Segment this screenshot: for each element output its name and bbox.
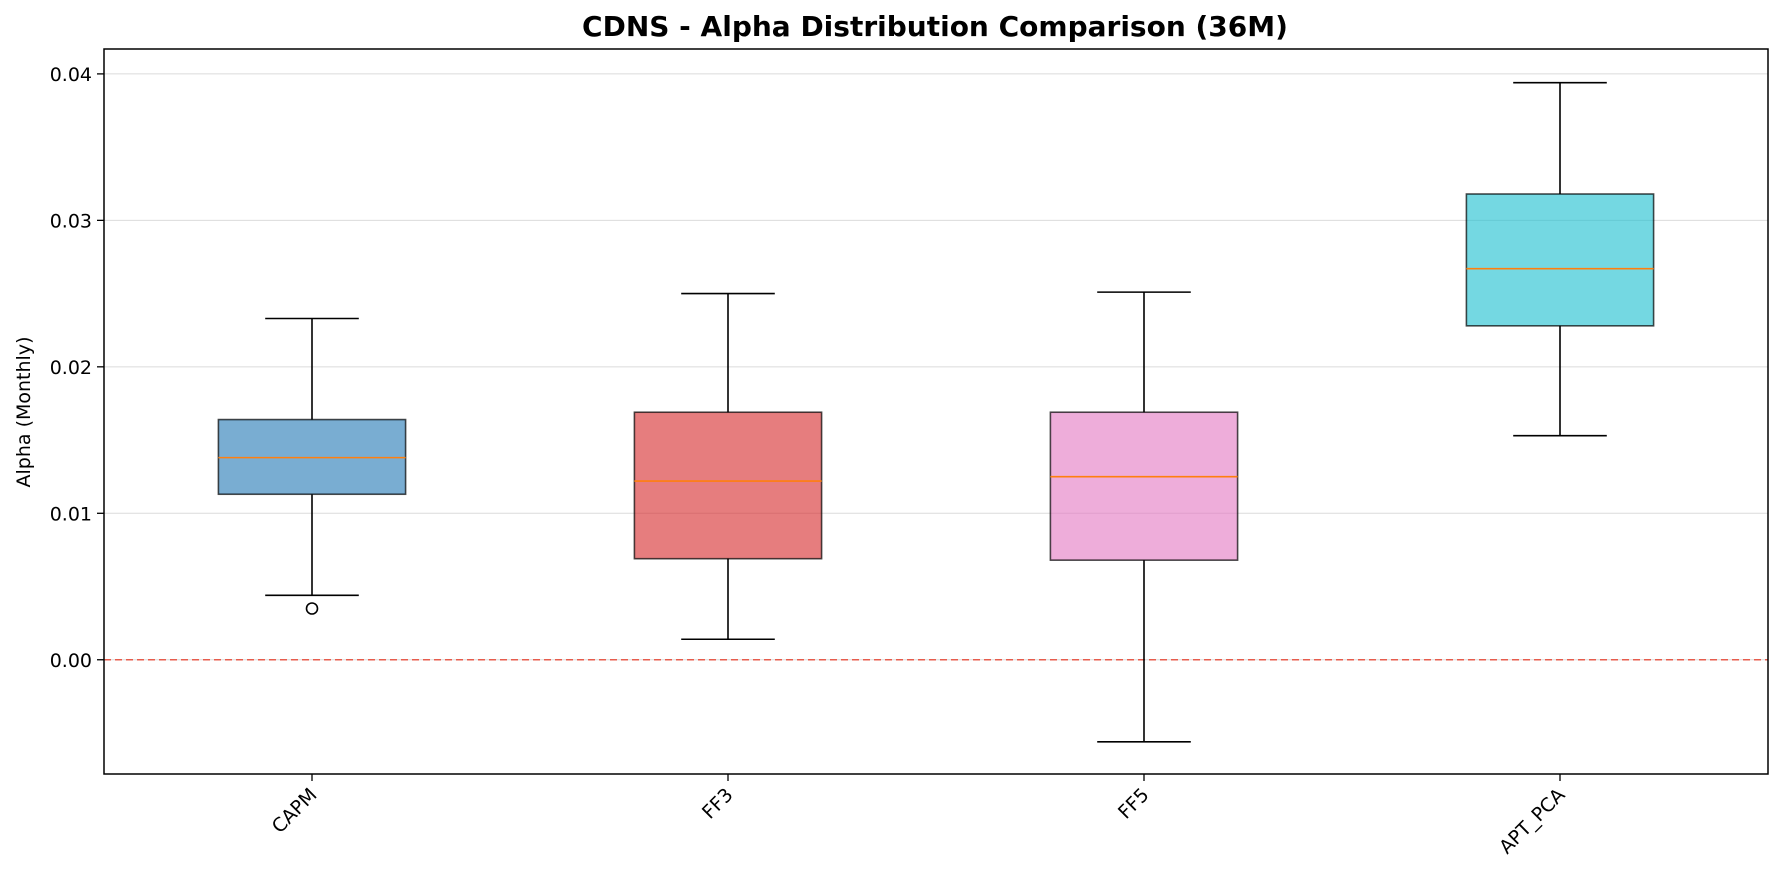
y-tick-label: 0.02 <box>50 357 92 379</box>
box-apt-pca <box>1465 81 1655 437</box>
gridlines <box>104 73 1768 661</box>
y-tick-label: 0.03 <box>50 210 92 232</box>
y-tick-label: 0.00 <box>50 650 92 672</box>
x-tick-label: APT_PCA <box>1495 784 1569 858</box>
y-axis-label: Alpha (Monthly) <box>13 337 35 488</box>
box-capm <box>217 317 407 615</box>
y-tick-label: 0.04 <box>50 64 92 86</box>
box-ff5 <box>1049 291 1239 743</box>
x-axis: CAPM FF3 FF5 APT_PCA <box>268 774 1570 858</box>
outlier-point <box>305 602 319 615</box>
iqr-box <box>1049 411 1239 561</box>
plot-frame <box>103 48 1769 775</box>
box-ff3 <box>633 292 823 641</box>
chart-title: CDNS - Alpha Distribution Comparison (36… <box>582 10 1288 43</box>
iqr-box <box>1465 193 1655 327</box>
iqr-box <box>633 411 823 560</box>
y-tick-label: 0.01 <box>50 503 92 525</box>
x-tick-label: FF3 <box>698 784 738 824</box>
x-tick-label: FF5 <box>1114 784 1154 824</box>
x-tick-label: CAPM <box>268 784 322 838</box>
boxes-layer <box>217 81 1655 743</box>
y-axis: 0.00 0.01 0.02 0.03 0.04 <box>50 64 104 672</box>
